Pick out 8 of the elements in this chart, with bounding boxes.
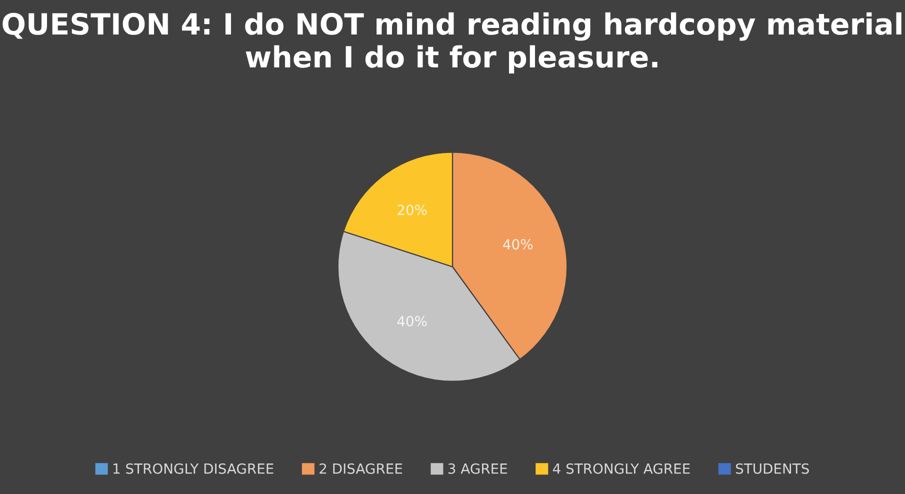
data-label: 20% [398,204,427,216]
legend-label: 4 STRONGLY AGREE [552,463,690,474]
legend-label: STUDENTS [736,463,809,474]
chart-title: QUESTION 4: I do NOT mind reading hardcopy material when I do it for pleasure. [2,12,902,74]
legend-label: 2 DISAGREE [320,463,402,474]
legend-label: 3 AGREE [448,463,507,474]
data-label: 40% [503,239,533,250]
legend-label: 1 STRONGLY DISAGREE [114,463,274,474]
